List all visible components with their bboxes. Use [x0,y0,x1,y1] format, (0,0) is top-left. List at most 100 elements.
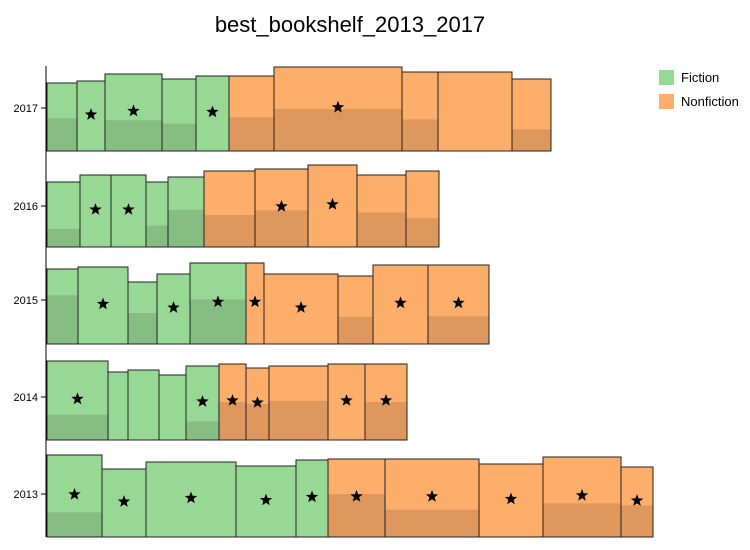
book-shade [47,414,108,440]
book-shade [406,218,439,247]
book-shade [428,316,489,344]
book-nonfiction [402,72,438,151]
book-shade [338,316,373,344]
book-shade [621,505,653,537]
book-shade [246,404,269,440]
book-shade [255,210,308,247]
star-marker [211,295,225,308]
legend-swatch-fiction [659,70,674,85]
star-marker [96,297,110,310]
book-shade [47,118,77,151]
y-tick-label: 2017 [14,103,38,115]
book-shade [269,400,328,440]
book-nonfiction [338,276,373,344]
book-shade [328,494,385,537]
book-fiction [128,370,159,440]
star-marker [196,395,209,407]
book-fiction [47,83,77,151]
book-shade [357,212,406,247]
book-shade [190,299,246,344]
shelf-2015 [46,262,490,345]
star-marker [326,197,339,210]
book-outline [511,78,552,152]
star-marker [259,493,273,506]
book-fiction [168,177,204,247]
book-shade [105,120,162,151]
star-marker [394,296,407,309]
book-nonfiction [406,171,439,247]
book-nonfiction [357,175,406,247]
book-shade [186,421,219,440]
book-fiction [146,182,168,247]
book-fiction [47,269,78,344]
star-marker [117,495,131,507]
shelf-2014 [46,360,408,441]
star-marker [504,492,518,505]
star-marker [84,108,98,120]
book-shade [204,215,255,247]
star-marker [167,301,180,313]
book-shade [385,509,479,537]
book-shade [162,123,196,151]
star-marker [350,489,363,502]
legend-label-fiction: Fiction [681,70,719,85]
star-marker [184,491,198,504]
book-shade [229,117,274,151]
book-outline [405,170,440,248]
book-fiction [128,282,157,344]
shelf-2017 [46,66,552,152]
star-marker [89,203,102,215]
star-marker [122,203,135,215]
book-shade [168,209,204,247]
star-marker [305,490,319,503]
star-marker [68,487,81,500]
book-shade [402,119,438,151]
book-shade [512,129,551,151]
star-marker [71,392,84,405]
book-fiction [47,182,80,247]
book-fiction [159,375,186,440]
book-shade [219,402,246,440]
book-nonfiction [512,79,551,151]
book-shade [128,313,157,344]
shelf-2013 [46,454,654,538]
y-tick-label: 2016 [14,201,38,213]
y-tick-label: 2015 [14,295,38,307]
star-marker [630,494,644,506]
star-marker [127,104,140,117]
book-shade [274,109,402,151]
legend-swatch-nonfiction [659,94,674,109]
book-nonfiction [229,76,274,151]
star-marker [331,100,345,113]
star-marker [452,296,465,309]
book-fiction [108,372,128,440]
book-shade [543,503,621,537]
star-marker [251,396,264,408]
star-marker [425,489,439,502]
book-nonfiction [269,366,328,440]
book-fiction [162,79,196,151]
book-nonfiction [204,171,255,247]
book-shade [146,225,168,247]
y-tick-label: 2014 [14,392,38,404]
book-shade [365,402,407,440]
star-marker [248,295,262,308]
star-marker [575,488,589,501]
book-outline [620,466,654,538]
book-outline [364,363,408,441]
book-outline [427,264,490,345]
book-nonfiction [438,72,512,151]
chart-title: best_bookshelf_2013_2017 [214,12,486,37]
book-shade [47,512,102,537]
star-marker [340,394,353,406]
star-marker [275,199,288,212]
y-tick-label: 2013 [14,489,38,501]
star-marker [206,105,219,118]
legend: Fiction Nonfiction [659,70,739,109]
star-marker [226,394,239,406]
legend-label-nonfiction: Nonfiction [681,94,739,109]
book-shade [47,228,80,247]
shelf-2016 [46,164,440,248]
star-marker [294,301,308,313]
